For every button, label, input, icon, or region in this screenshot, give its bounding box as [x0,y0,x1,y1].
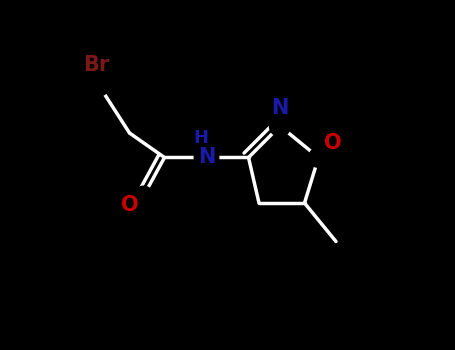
Circle shape [134,186,153,206]
Text: H: H [194,129,209,147]
Circle shape [86,72,110,96]
Text: N: N [271,98,288,119]
Text: Br: Br [83,55,109,75]
Circle shape [194,145,219,170]
Circle shape [269,116,290,136]
Text: N: N [198,147,215,168]
Text: O: O [324,133,341,154]
Text: O: O [121,195,138,215]
Circle shape [308,148,329,167]
